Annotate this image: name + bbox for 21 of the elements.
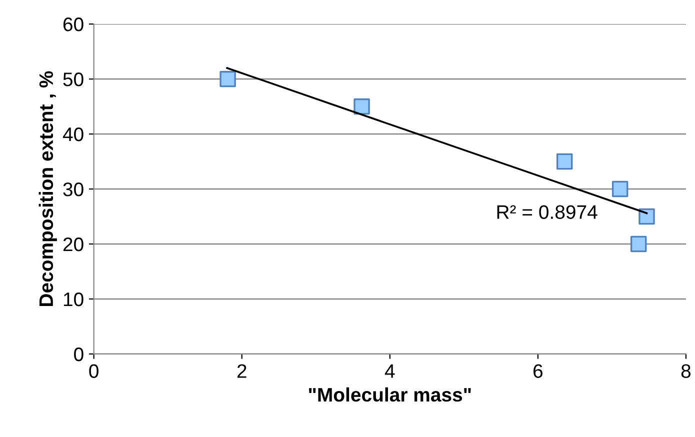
- y-axis-title: Decomposition extent , %: [38, 71, 57, 306]
- x-tick-label: 8: [681, 364, 691, 378]
- x-tick-label: 2: [237, 364, 246, 378]
- y-tick-label: 30: [63, 182, 84, 196]
- x-axis-title: "Molecular mass": [309, 387, 471, 402]
- x-tick-label: 0: [89, 364, 98, 378]
- point: [612, 180, 628, 198]
- x-tick-label: 4: [384, 364, 395, 378]
- y-tick-label: 50: [63, 72, 84, 86]
- point: [220, 70, 236, 88]
- point: [630, 236, 647, 252]
- y-tick-label: 20: [63, 237, 84, 252]
- point: [354, 98, 370, 115]
- x-tick-label: 6: [534, 364, 542, 378]
- point: [556, 153, 573, 170]
- y-tick-label: 0: [74, 347, 84, 362]
- y-tick-label: 10: [64, 292, 84, 306]
- point: [638, 208, 655, 225]
- annotation: R² = 0.8974: [497, 205, 598, 219]
- y-tick-label: 40: [62, 127, 84, 142]
- y-tick-label: 60: [63, 18, 84, 32]
